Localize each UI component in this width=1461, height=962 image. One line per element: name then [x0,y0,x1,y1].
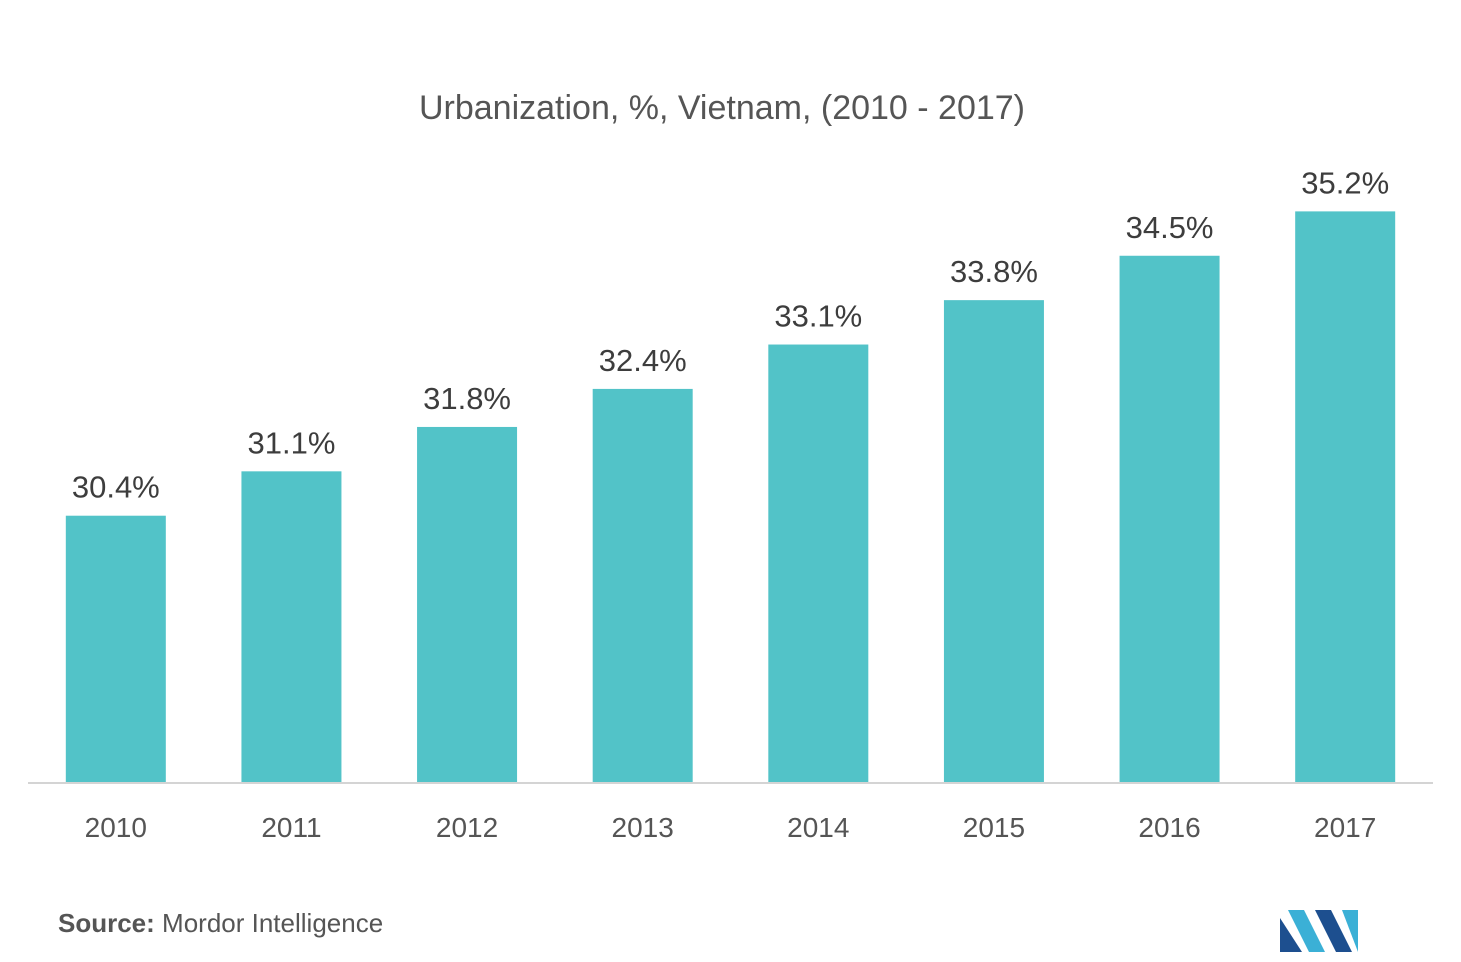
bar-2012 [417,426,518,782]
bar-2016 [1119,255,1220,782]
x-tick-label-2012: 2012 [436,812,498,843]
logo-shape-center-left [1288,910,1325,952]
data-label-2012: 31.8% [423,381,511,416]
x-tick-label-2016: 2016 [1138,812,1200,843]
data-label-2014: 33.1% [774,299,862,334]
x-tick-label-2015: 2015 [963,812,1025,843]
bar-2013 [592,388,693,782]
data-label-2015: 33.8% [950,254,1038,289]
logo-shape-right [1342,910,1358,952]
x-axis-tick-labels: 2010 2011 2012 2013 2014 2015 2016 2017 [85,812,1377,843]
value-labels-group: 30.4% 31.1% 31.8% 32.4% 33.1% 33.8% 34.5% 35.2% [72,165,1389,504]
source-text: Mordor Intelligence [162,908,384,938]
source-note: Source: Mordor Intelligence [58,908,383,939]
source-label: Source: [58,908,155,938]
chart-title: Urbanization, %, Vietnam, (2010 - 2017) [419,89,1025,127]
x-tick-label-2013: 2013 [612,812,674,843]
data-label-2016: 34.5% [1126,210,1214,245]
x-tick-label-2017: 2017 [1314,812,1376,843]
bar-2017 [1295,211,1396,782]
x-tick-label-2011: 2011 [261,812,321,843]
data-label-2013: 32.4% [599,343,687,378]
mordor-intelligence-logo-icon [1280,910,1358,952]
logo-shape-left [1280,918,1302,952]
bars-group [65,211,1396,782]
logo-shape-center-right [1315,910,1352,952]
bar-2011 [241,471,342,782]
bar-2014 [768,344,869,782]
x-tick-label-2014: 2014 [787,812,849,843]
bar-2010 [65,515,166,782]
bar-2015 [943,300,1044,782]
x-tick-label-2010: 2010 [85,812,147,843]
data-label-2010: 30.4% [72,470,160,505]
data-label-2017: 35.2% [1301,165,1389,200]
data-label-2011: 31.1% [247,425,335,460]
